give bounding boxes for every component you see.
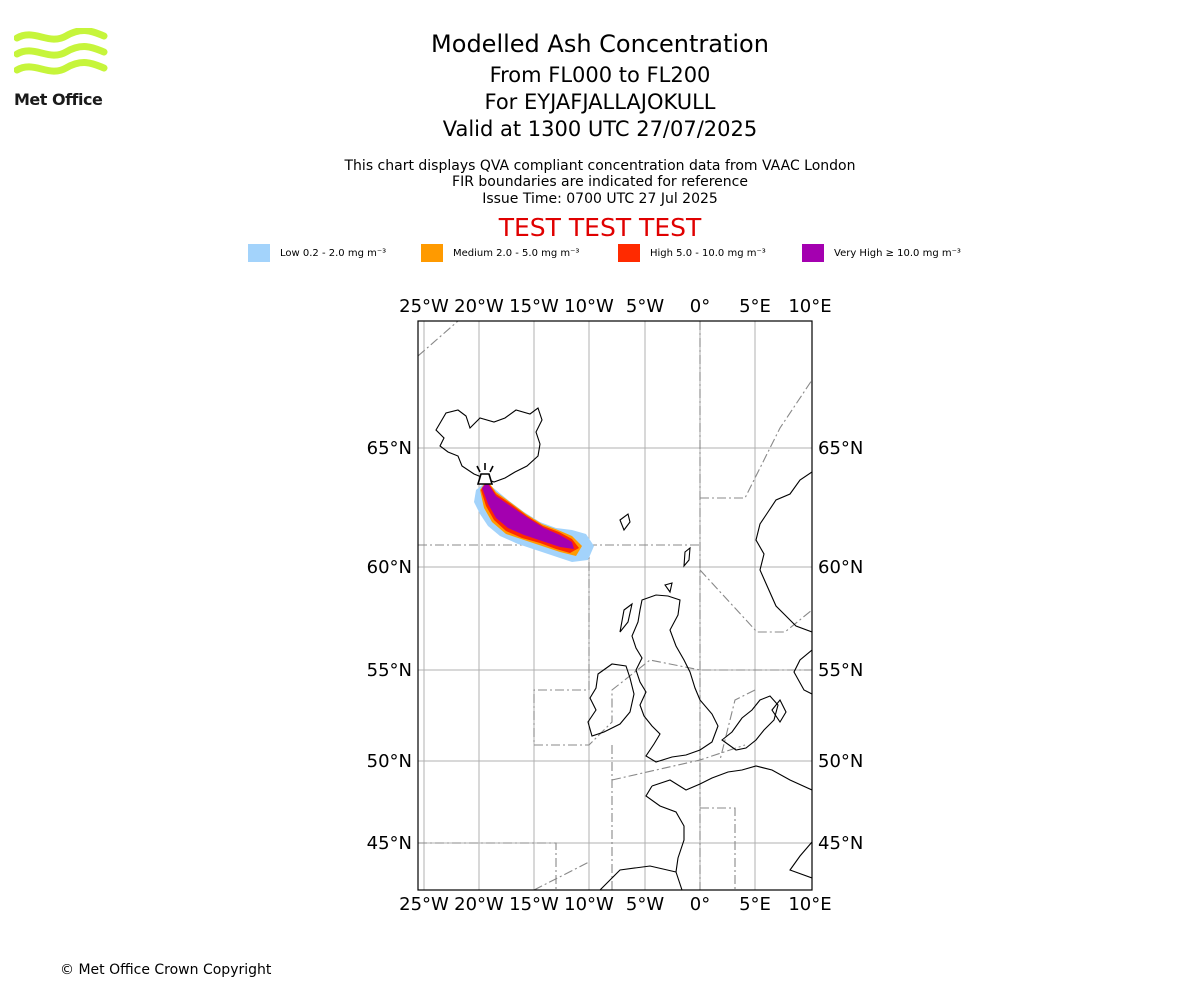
coastlines — [435, 407, 812, 890]
lon-label-bottom: 10°W — [564, 894, 614, 915]
lon-label-top: 5°E — [739, 296, 771, 317]
legend-swatch-low — [248, 244, 270, 262]
lat-label-left: 50°N — [367, 751, 412, 772]
ash-cloud — [474, 480, 594, 562]
flight-levels: From FL000 to FL200 — [489, 63, 711, 87]
lat-labels-left: 65°N 60°N 55°N 50°N 45°N — [367, 438, 412, 854]
lat-label-right: 45°N — [818, 833, 863, 854]
lat-label-right: 65°N — [818, 438, 863, 459]
logo-text: Met Office — [14, 90, 103, 109]
lon-label-top: 20°W — [454, 296, 504, 317]
lat-labels-right: 65°N 60°N 55°N 50°N 45°N — [818, 438, 863, 854]
lon-label-top: 15°W — [509, 296, 559, 317]
legend-item-medium: Medium 2.0 - 5.0 mg m⁻³ — [421, 244, 579, 262]
lat-label-left: 45°N — [367, 833, 412, 854]
note-fir: FIR boundaries are indicated for referen… — [452, 174, 748, 190]
volcano-name: For EYJAFJALLAJOKULL — [484, 90, 716, 114]
legend-label-very-high: Very High ≥ 10.0 mg m⁻³ — [834, 247, 961, 259]
lon-label-top: 10°W — [564, 296, 614, 317]
lat-label-right: 60°N — [818, 557, 863, 578]
lat-label-left: 65°N — [367, 438, 412, 459]
legend-swatch-medium — [421, 244, 443, 262]
lat-label-right: 50°N — [818, 751, 863, 772]
lon-label-top: 25°W — [399, 296, 449, 317]
lon-label-bottom: 0° — [690, 894, 710, 915]
lon-label-bottom: 5°W — [626, 894, 664, 915]
met-office-logo: Met Office — [13, 27, 110, 112]
lon-label-bottom: 25°W — [399, 894, 449, 915]
lat-label-right: 55°N — [818, 660, 863, 681]
lon-label-bottom: 15°W — [509, 894, 559, 915]
map-frame — [417, 320, 813, 891]
test-banner: TEST TEST TEST — [498, 213, 702, 242]
legend-swatch-very-high — [802, 244, 824, 262]
legend-label-low: Low 0.2 - 2.0 mg m⁻³ — [280, 247, 387, 259]
lon-label-top: 0° — [690, 296, 710, 317]
legend-label-medium: Medium 2.0 - 5.0 mg m⁻³ — [453, 247, 580, 259]
issue-time: Issue Time: 0700 UTC 27 Jul 2025 — [482, 191, 718, 207]
lat-label-left: 55°N — [367, 660, 412, 681]
legend-item-high: High 5.0 - 10.0 mg m⁻³ — [618, 244, 766, 262]
met-office-waves-icon — [13, 27, 108, 75]
note-qva: This chart displays QVA compliant concen… — [344, 158, 856, 174]
ash-very-high — [482, 482, 574, 549]
lon-labels-bottom: 25°W 20°W 15°W 10°W 5°W 0° 5°E 10°E — [399, 894, 831, 915]
lon-label-bottom: 5°E — [739, 894, 771, 915]
lon-label-top: 5°W — [626, 296, 664, 317]
legend-item-very-high: Very High ≥ 10.0 mg m⁻³ — [802, 244, 961, 262]
lon-labels-top: 25°W 20°W 15°W 10°W 5°W 0° 5°E 10°E — [399, 296, 831, 317]
legend-item-low: Low 0.2 - 2.0 mg m⁻³ — [248, 244, 386, 262]
volcano-marker-icon — [476, 463, 494, 485]
legend-swatch-high — [618, 244, 640, 262]
fir-boundaries — [418, 321, 812, 890]
map-gridlines — [418, 321, 812, 890]
lon-label-top: 10°E — [788, 296, 831, 317]
lat-label-left: 60°N — [367, 557, 412, 578]
legend-label-high: High 5.0 - 10.0 mg m⁻³ — [650, 247, 766, 259]
valid-time: Valid at 1300 UTC 27/07/2025 — [442, 117, 758, 141]
lon-label-bottom: 20°W — [454, 894, 504, 915]
copyright: © Met Office Crown Copyright — [60, 962, 272, 978]
lon-label-bottom: 10°E — [788, 894, 831, 915]
chart-title: Modelled Ash Concentration — [431, 30, 769, 58]
